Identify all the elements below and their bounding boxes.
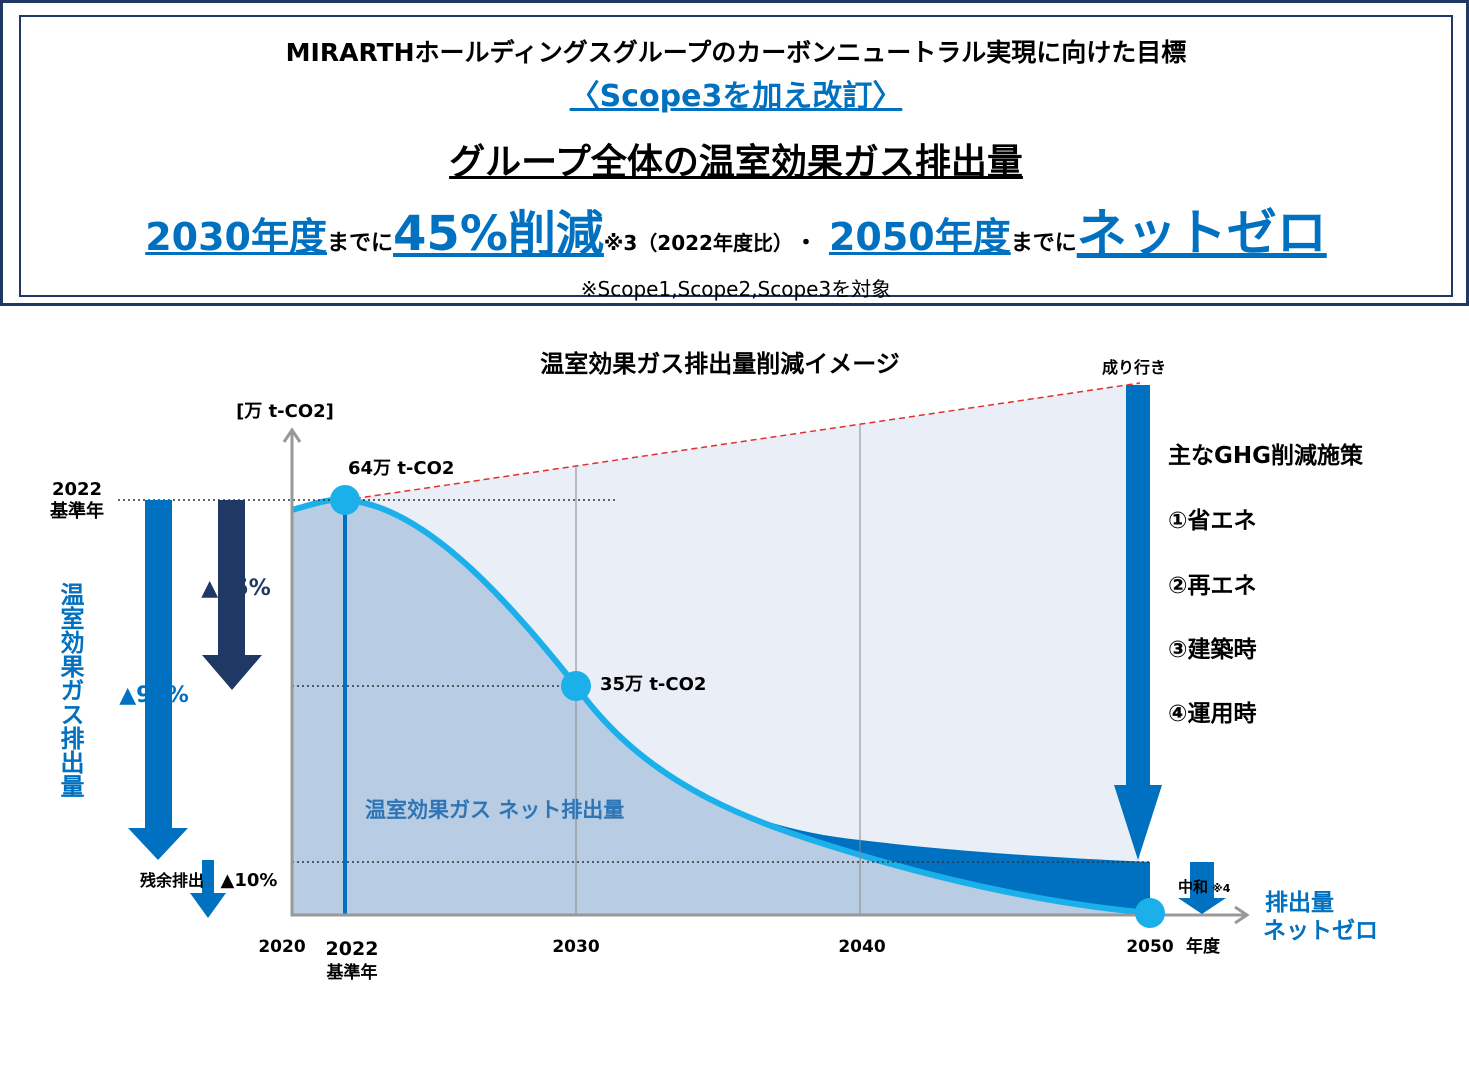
diagram-title: 温室効果ガス排出量削減イメージ [540, 350, 900, 378]
area-label: 温室効果ガス ネット排出量 [365, 798, 624, 822]
x-label: 2030 [552, 937, 599, 957]
point [1135, 898, 1165, 928]
net-zero: 排出量 [1265, 890, 1334, 916]
bau-arrow [1114, 385, 1162, 860]
cut90: ▲90% [119, 683, 189, 708]
x-sub: 基準年 [326, 962, 378, 983]
point-label: 64万 t-CO2 [348, 458, 454, 479]
ref: ※3（2022年度比） [603, 231, 783, 255]
offset-arrow [1178, 862, 1226, 914]
arrow-10 [190, 860, 226, 918]
cut10: ▲10% [221, 870, 278, 891]
vertical-label: 温室効果ガス排出量 [56, 582, 84, 798]
base-label: 基準年 [49, 500, 104, 522]
x-label: 2040 [838, 937, 885, 957]
year: 2030年度 [145, 215, 327, 259]
point [330, 485, 360, 515]
heading: グループ全体の温室効果ガス排出量 [449, 142, 1023, 183]
bau-label: 成り行き [1102, 358, 1166, 377]
target-line: 2030年度までに45%削減※3（2022年度比）・ 2050年度までにネットゼロ [21, 193, 1451, 265]
base-year: 2022 [52, 479, 102, 500]
offset-note: ※4 [1212, 882, 1231, 895]
unit: [万 t-CO2] [236, 401, 334, 422]
residual: 残余排出 [140, 871, 204, 890]
measure: ④運用時 [1168, 701, 1256, 727]
text: までに [1010, 231, 1077, 256]
year: 2050年度 [828, 215, 1011, 259]
target-inner: MIRARTHホールディングスグループのカーボンニュートラル実現に向けた目標 〈… [19, 15, 1453, 301]
title: MIRARTHホールディングスグループのカーボンニュートラル実現に向けた目標 [285, 38, 1187, 67]
note: ※Scope1,Scope2,Scope3を対象 [580, 277, 892, 301]
measure: ③建築時 [1168, 636, 1256, 663]
offset: 中和 [1178, 878, 1208, 896]
x-label: 2022 [326, 938, 379, 960]
x-label: 2020 [258, 937, 305, 957]
sep: ・ [794, 231, 817, 256]
subtitle: 〈Scope3を加え改訂〉 [569, 79, 903, 114]
measure: ①省エネ [1168, 508, 1256, 534]
arrow-45 [202, 500, 262, 690]
x-unit: 年度 [1186, 936, 1221, 957]
bau-line [344, 382, 1141, 501]
point [561, 671, 591, 701]
goal: ネットゼロ [1076, 204, 1327, 262]
text: までに [327, 231, 394, 256]
cut45: ▲45% [201, 576, 271, 601]
point-label: 35万 t-CO2 [600, 674, 706, 695]
target-box: MIRARTHホールディングスグループのカーボンニュートラル実現に向けた目標 〈… [0, 0, 1469, 306]
net-area [292, 499, 1150, 915]
measures-title: 主なGHG削減施策 [1168, 442, 1364, 469]
reduction: 45%削減 [393, 206, 604, 262]
axes [282, 427, 1250, 925]
arrow-90 [128, 500, 188, 860]
net-zero: ネットゼロ [1263, 918, 1378, 944]
guides [118, 499, 1150, 863]
x-label: 2050 [1126, 937, 1173, 957]
measure: ②再エネ [1168, 573, 1256, 599]
